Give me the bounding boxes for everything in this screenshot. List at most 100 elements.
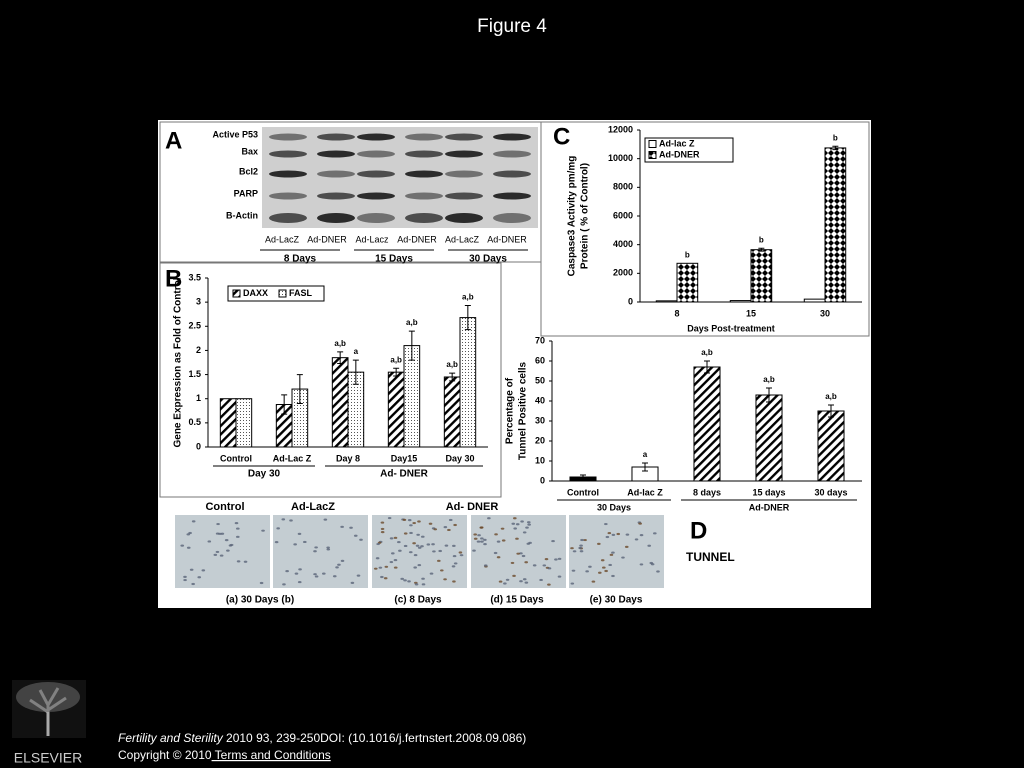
cell [276,527,280,530]
cell [213,553,218,556]
cell [407,519,412,522]
cell [583,538,587,542]
cell [479,526,484,529]
blot-band [405,170,443,178]
cell [600,559,605,562]
legend-label: DAXX [243,288,268,298]
cell [607,531,612,535]
cell [350,581,355,584]
cell [437,559,441,562]
significance-label: a,b [406,318,418,327]
cell [326,548,331,551]
legend-label: FASL [289,288,313,298]
bar [331,357,349,448]
y-tick-label: 60 [535,355,545,365]
cell [493,551,498,555]
cell [403,532,408,535]
cell [294,572,299,575]
legend-label: Ad-DNER [659,149,700,159]
cell [349,526,353,529]
x-tick-label: 8 days [693,487,721,497]
x-tick-label: Control [567,487,599,497]
cell [516,552,521,555]
significance-label: a,b [462,293,474,302]
blot-band [317,170,355,178]
micrograph [372,515,467,588]
micrograph [175,515,270,588]
significance-label: a,b [390,355,402,364]
cell [616,532,621,536]
cell [322,572,326,575]
lane-label: Ad-LacZ [445,234,480,244]
cell [340,559,345,562]
cell [611,574,615,578]
x-tick-label: Ad-lac Z [627,487,663,497]
cell [189,568,194,571]
cell [551,539,555,543]
significance-label: a,b [701,348,713,357]
cell [528,541,532,544]
blot-band [493,133,531,141]
error-bar [352,359,359,385]
cell [201,569,206,572]
cell [656,570,660,573]
bar [235,398,253,448]
cell [393,558,398,562]
cell [407,580,411,583]
cell [297,580,302,584]
significance-label: a,b [763,375,775,384]
y-tick-label: 0 [540,475,545,485]
significance-label: b [685,250,690,259]
cell [510,561,515,565]
y-tick-label: 0.5 [188,417,201,427]
y-axis-title: Caspase3 Activity pm/mg [567,156,578,277]
cell [447,528,451,532]
cell [261,529,265,532]
panel-note: TUNNEL [686,550,735,564]
cell [426,543,431,546]
cell [224,539,229,542]
group-label: Ad- DNER [380,469,429,480]
blot-band [269,170,307,178]
legend-swatch [648,140,657,148]
blot-band [445,213,483,223]
cell [387,516,392,520]
x-tick-label: Control [220,453,252,463]
blot-band [445,170,483,178]
cell [391,552,395,555]
y-tick-label: 70 [535,335,545,345]
cell [393,536,398,539]
cell [218,532,222,535]
cell [634,538,639,541]
cell [459,554,464,557]
publisher-logo: ELSEVIER [12,680,86,766]
micrograph-header: Ad-LacZ [291,501,335,513]
y-axis-title: Protein ( % of Control) [580,163,591,269]
cell [496,540,501,543]
cell [473,533,477,536]
cell [412,521,416,525]
cell [389,560,394,564]
cell [511,522,516,525]
cell [650,563,655,566]
copyright-line: Copyright © 2010 Terms and Conditions [118,748,331,762]
significance-label: b [833,133,838,142]
micrograph-header: Control [205,501,244,513]
y-tick-label: 2000 [613,268,633,278]
cell [180,544,185,547]
x-tick-label: Day 8 [336,453,360,463]
cell [409,524,413,527]
cell [432,550,436,553]
error-bar [449,372,456,382]
cell [417,563,422,567]
cell [591,580,596,583]
cell [398,549,402,552]
cell [420,535,425,538]
cell [281,518,286,521]
cell [259,581,264,585]
cell [585,570,589,573]
terms-link[interactable]: Terms and Conditions [212,748,331,762]
significance-label: a [643,450,648,459]
bar [817,410,845,482]
reference: 2010 93, 239-250DOI: (10.1016/j.fertnste… [223,731,527,745]
